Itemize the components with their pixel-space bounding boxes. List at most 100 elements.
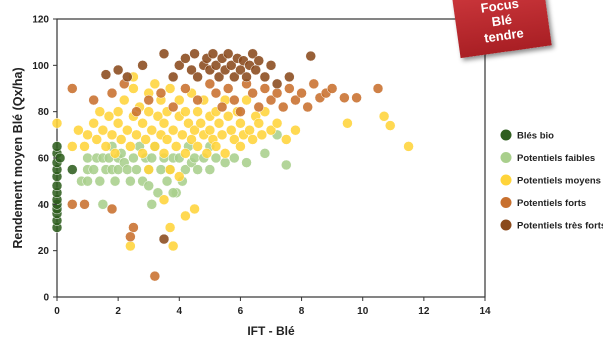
point-3-20 bbox=[265, 94, 277, 106]
legend-label-3: Potentiels forts bbox=[517, 198, 586, 209]
point-3-34 bbox=[67, 199, 78, 210]
point-4-23 bbox=[241, 71, 252, 83]
point-4-18 bbox=[226, 60, 237, 71]
point-4-6 bbox=[186, 64, 197, 76]
point-2-79 bbox=[265, 124, 277, 136]
point-2-39 bbox=[167, 124, 179, 136]
point-3-8 bbox=[180, 83, 191, 94]
x-tick-label-5: 10 bbox=[357, 306, 369, 317]
point-3-19 bbox=[259, 83, 271, 94]
point-2-43 bbox=[177, 129, 188, 141]
x-tick-label-1: 2 bbox=[115, 306, 121, 317]
point-2-25 bbox=[140, 134, 151, 145]
point-2-72 bbox=[241, 94, 252, 106]
point-3-30 bbox=[326, 83, 338, 94]
y-axis-title: Rendement moyen Blé (Qx/ha) bbox=[11, 67, 25, 248]
point-1-18 bbox=[125, 175, 136, 187]
point-3-0 bbox=[67, 83, 78, 94]
point-3-5 bbox=[143, 94, 154, 106]
point-2-12 bbox=[109, 148, 121, 159]
point-2-5 bbox=[88, 118, 99, 129]
point-1-37 bbox=[180, 164, 191, 175]
point-4-7 bbox=[189, 48, 200, 59]
point-2-81 bbox=[281, 134, 292, 145]
point-2-60 bbox=[210, 141, 222, 152]
point-2-33 bbox=[158, 148, 170, 159]
point-2-14 bbox=[112, 106, 124, 117]
point-2-96 bbox=[174, 171, 185, 182]
point-2-16 bbox=[119, 94, 130, 106]
point-4-31 bbox=[284, 71, 295, 83]
point-2-24 bbox=[137, 148, 148, 159]
point-4-29 bbox=[265, 60, 277, 71]
point-3-7 bbox=[167, 101, 179, 113]
point-1-47 bbox=[229, 152, 240, 164]
point-4-27 bbox=[253, 55, 265, 66]
point-2-3 bbox=[79, 141, 90, 152]
point-2-70 bbox=[235, 141, 246, 152]
point-3-37 bbox=[128, 222, 139, 233]
point-2-23 bbox=[137, 118, 148, 129]
point-2-50 bbox=[192, 141, 203, 152]
point-1-12 bbox=[109, 175, 121, 187]
point-4-4 bbox=[174, 60, 185, 71]
point-2-85 bbox=[180, 210, 191, 222]
point-1-48 bbox=[241, 157, 252, 168]
point-2-44 bbox=[180, 148, 191, 159]
point-3-32 bbox=[351, 92, 362, 104]
point-3-6 bbox=[155, 87, 167, 99]
point-2-21 bbox=[131, 129, 142, 141]
point-1-41 bbox=[192, 164, 203, 175]
point-3-26 bbox=[302, 101, 313, 113]
point-2-11 bbox=[106, 129, 118, 141]
point-1-3 bbox=[82, 152, 93, 164]
point-1-1 bbox=[82, 175, 93, 187]
point-3-33 bbox=[372, 83, 384, 94]
point-3-17 bbox=[247, 87, 258, 99]
point-2-62 bbox=[216, 129, 228, 141]
point-4-8 bbox=[192, 71, 203, 83]
point-4-19 bbox=[229, 71, 240, 83]
x-tick-label-7: 14 bbox=[479, 306, 491, 317]
x-tick-label-0: 0 bbox=[54, 306, 60, 317]
point-2-55 bbox=[201, 148, 213, 159]
point-4-33 bbox=[100, 69, 112, 80]
point-4-5 bbox=[180, 53, 191, 64]
point-2-40 bbox=[170, 141, 182, 152]
point-2-95 bbox=[143, 164, 154, 175]
point-2-1 bbox=[67, 141, 78, 152]
point-1-29 bbox=[155, 164, 167, 175]
point-1-46 bbox=[219, 157, 231, 168]
point-2-57 bbox=[204, 124, 216, 136]
point-2-7 bbox=[94, 106, 106, 117]
point-1-45 bbox=[210, 152, 222, 164]
point-2-52 bbox=[195, 118, 206, 129]
point-2-17 bbox=[122, 124, 133, 136]
point-2-74 bbox=[247, 134, 258, 145]
point-3-18 bbox=[253, 101, 265, 113]
y-tick-label-4: 80 bbox=[38, 107, 50, 118]
point-3-12 bbox=[216, 101, 228, 113]
point-2-30 bbox=[152, 111, 164, 122]
point-1-43 bbox=[204, 164, 216, 175]
point-2-88 bbox=[125, 240, 136, 252]
legend-label-2: Potentiels moyens bbox=[517, 176, 601, 187]
legend-label-4: Potentiels très forts bbox=[517, 221, 603, 232]
point-1-51 bbox=[281, 159, 292, 171]
point-1-6 bbox=[94, 175, 106, 187]
point-4-26 bbox=[250, 64, 261, 76]
y-tick-label-5: 100 bbox=[32, 61, 49, 72]
point-2-38 bbox=[164, 164, 176, 175]
point-2-91 bbox=[342, 118, 353, 129]
point-3-21 bbox=[271, 87, 283, 99]
point-4-3 bbox=[167, 71, 179, 83]
point-3-22 bbox=[277, 101, 289, 113]
point-2-26 bbox=[143, 106, 154, 117]
y-tick-label-1: 20 bbox=[38, 246, 50, 257]
point-2-49 bbox=[189, 124, 200, 136]
point-3-31 bbox=[339, 92, 350, 104]
point-4-28 bbox=[259, 71, 271, 83]
point-2-51 bbox=[192, 106, 203, 117]
x-tick-label-4: 8 bbox=[299, 306, 305, 317]
